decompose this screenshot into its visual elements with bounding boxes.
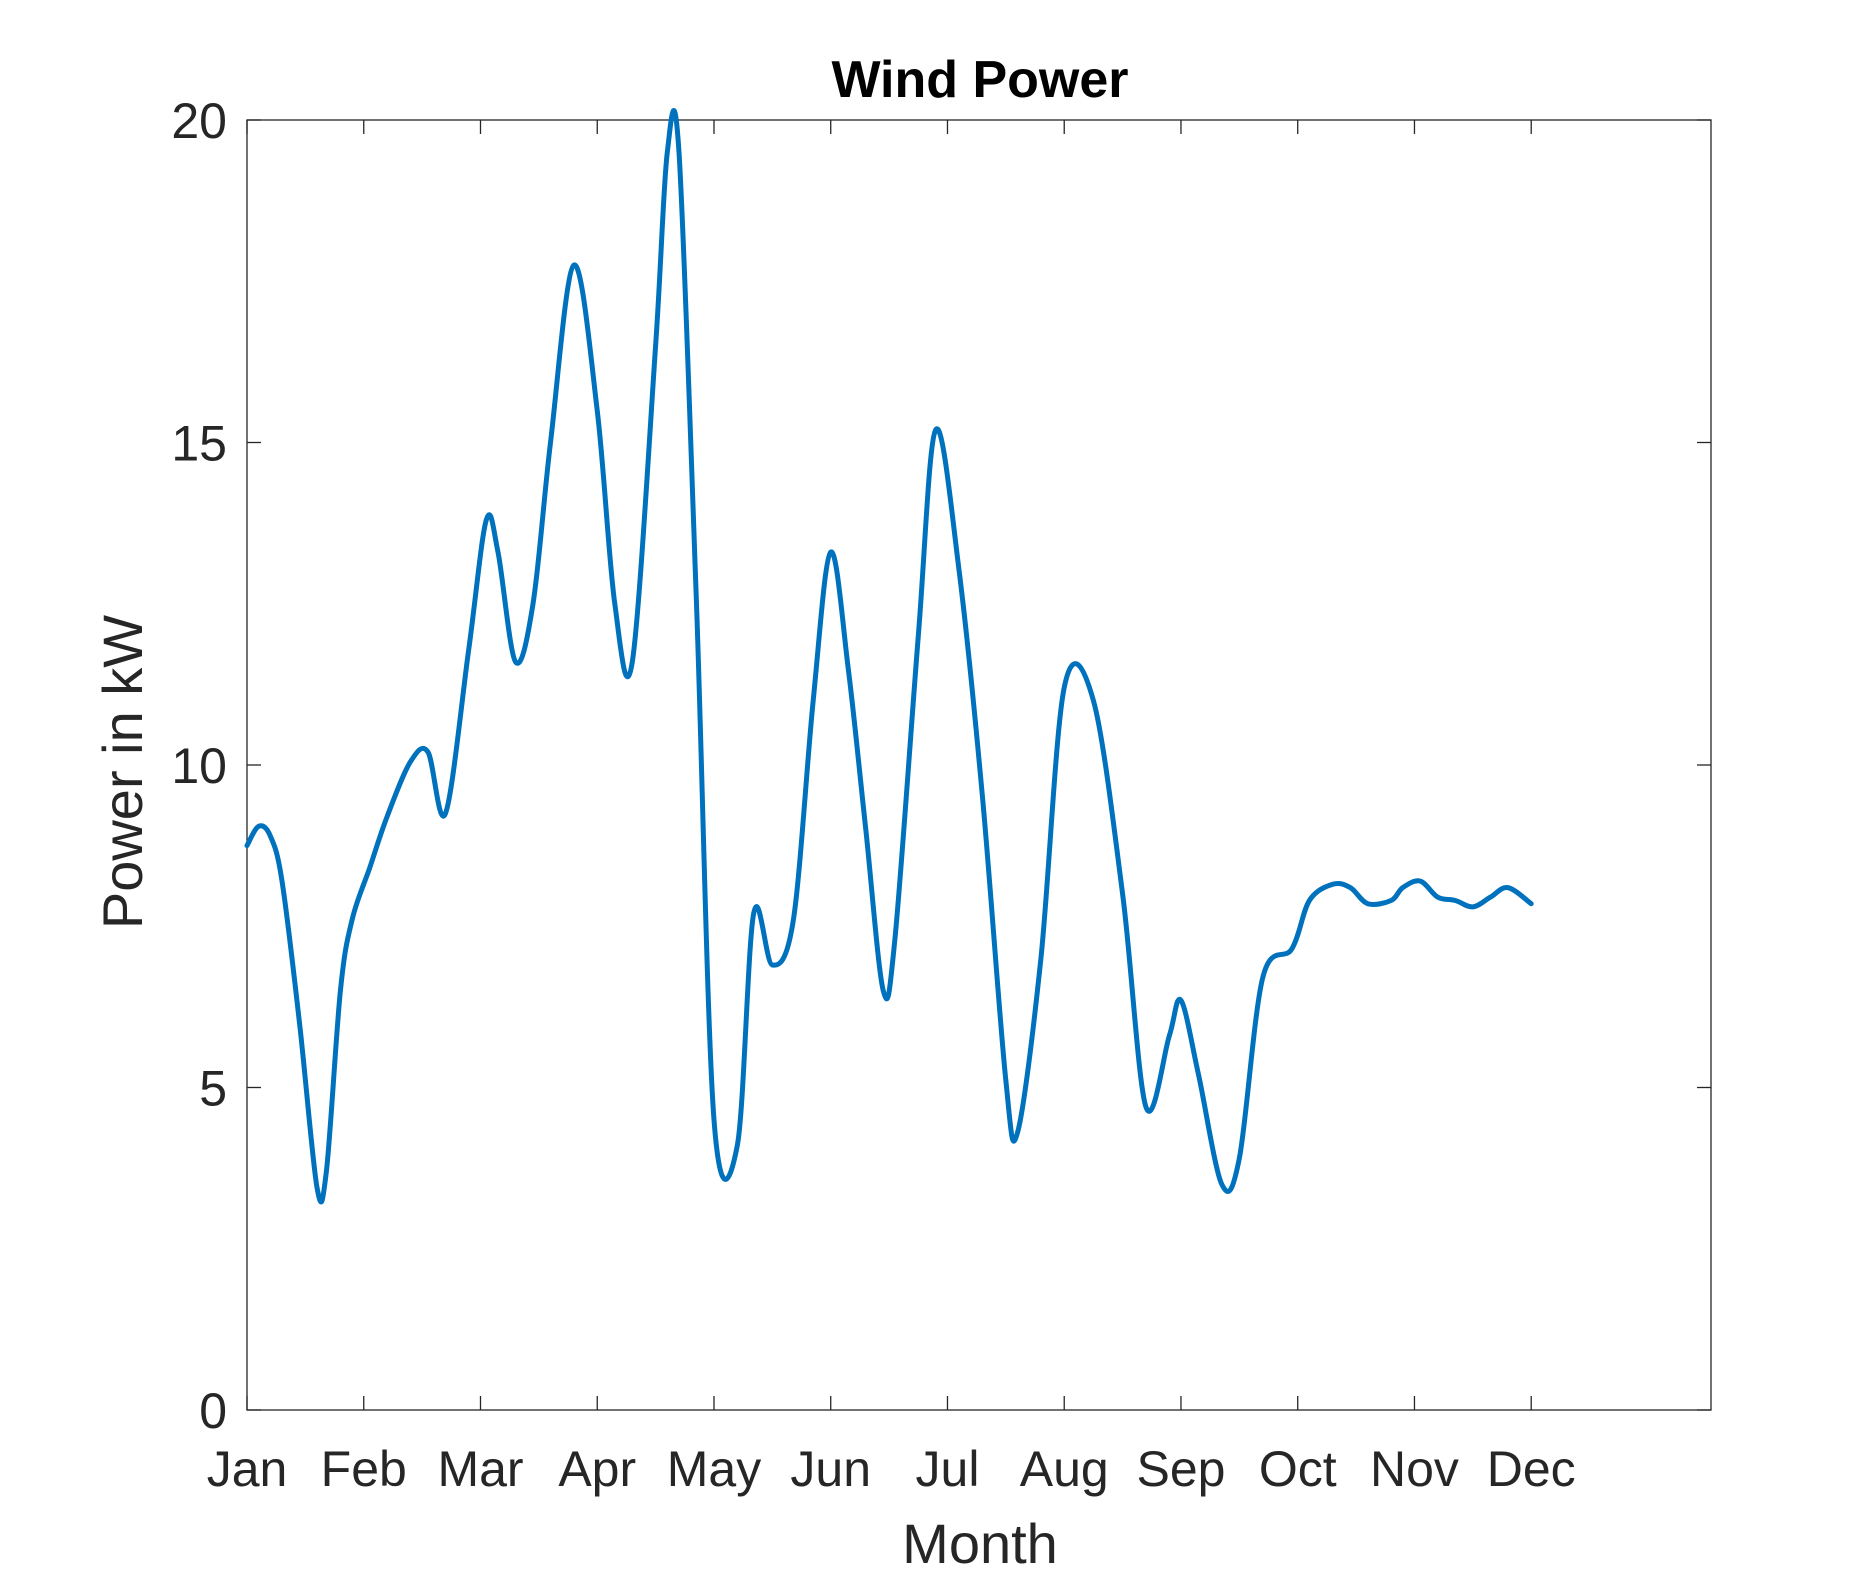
x-tick-label: Mar [437, 1441, 523, 1497]
x-axis-label: Month [902, 1512, 1058, 1573]
y-tick-label: 10 [171, 738, 227, 794]
series-line-0 [244, 108, 1534, 1205]
y-tick-label: 20 [171, 93, 227, 149]
x-tick-label: Jun [790, 1441, 871, 1497]
x-tick-label: Feb [321, 1441, 407, 1497]
y-tick-label: 0 [199, 1383, 227, 1439]
x-tick-label: Aug [1020, 1441, 1109, 1497]
x-tick-label: Sep [1136, 1441, 1225, 1497]
x-tick-label: Nov [1370, 1441, 1459, 1497]
y-tick-label: 5 [199, 1061, 227, 1117]
x-tick-label: May [667, 1441, 761, 1497]
x-tick-label: Jul [916, 1441, 980, 1497]
x-tick-label: Dec [1487, 1441, 1576, 1497]
x-tick-label: Oct [1259, 1441, 1337, 1497]
y-tick-label: 15 [171, 416, 227, 472]
y-axis-label: Power in kW [91, 615, 154, 929]
x-tick-label: Apr [558, 1441, 636, 1497]
x-tick-label: Jan [207, 1441, 288, 1497]
chart-title: Wind Power [831, 51, 1128, 109]
